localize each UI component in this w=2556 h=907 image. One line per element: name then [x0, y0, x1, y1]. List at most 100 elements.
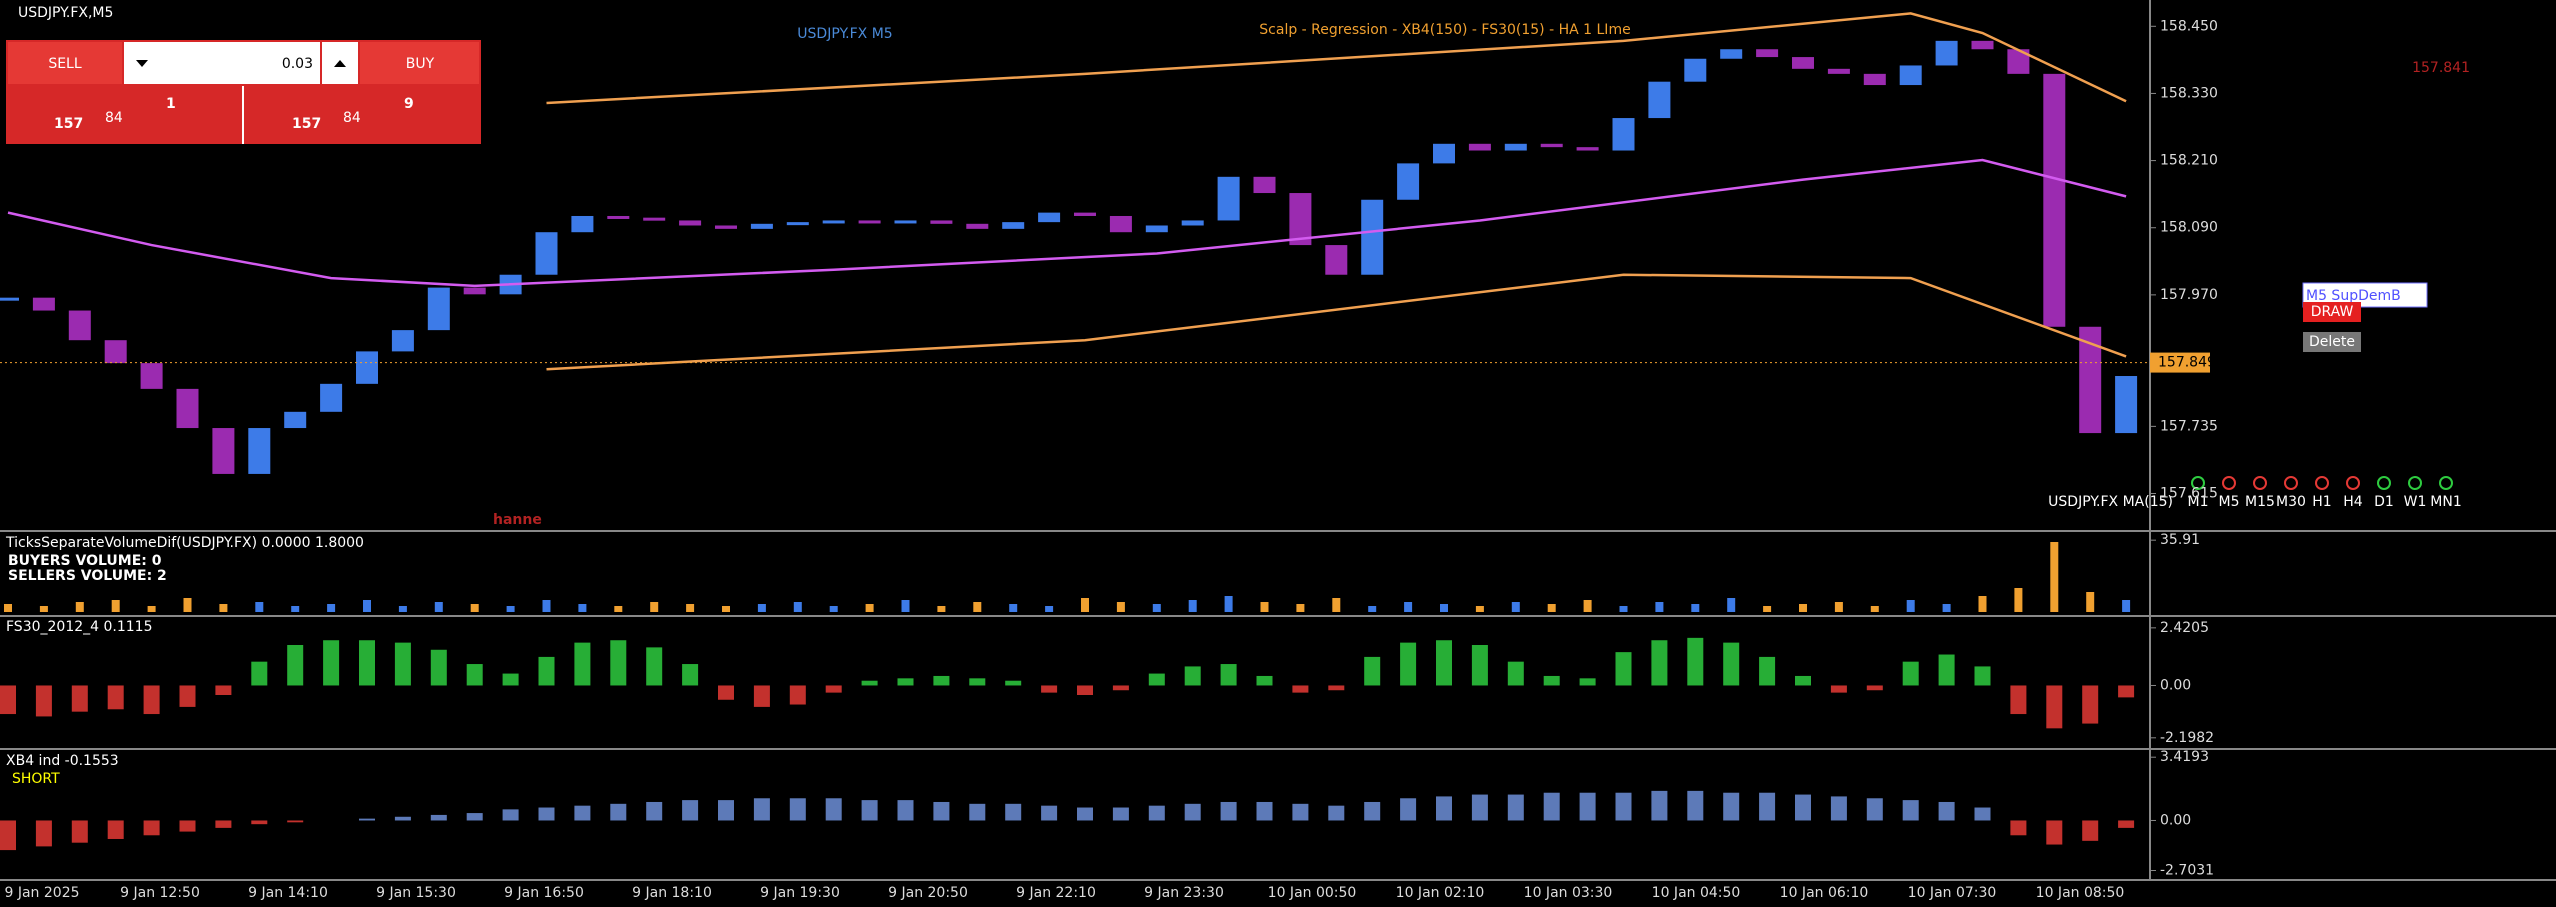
sell-label[interactable]: SELL: [48, 56, 82, 72]
candle: [1792, 57, 1814, 69]
timeframe-dot[interactable]: [2222, 476, 2236, 490]
fs30-bar: [359, 640, 375, 686]
xb4-bar: [789, 798, 806, 821]
draw-button[interactable]: [2303, 302, 2361, 322]
lower-line: [546, 273, 2127, 371]
timeframe-dot[interactable]: [2377, 476, 2391, 490]
timeframe-dot[interactable]: [2346, 476, 2360, 490]
time-label: 9 Jan 14:10: [248, 885, 328, 901]
time-label: 9 Jan 19:30: [760, 885, 840, 901]
candle: [1971, 40, 1994, 50]
xb4-bar: [359, 818, 375, 821]
candle: [1756, 49, 1779, 58]
timeframe-label[interactable]: M15: [2245, 494, 2275, 510]
volume-bar: [542, 600, 551, 612]
volume-bar: [1224, 596, 1233, 612]
volume-bar: [111, 600, 120, 612]
trade-panel: SELL 0.03 BUY 157 84 1 157 84 9: [6, 40, 481, 144]
candle: [0, 297, 19, 301]
fs30-bar: [0, 685, 16, 715]
sell-price-big[interactable]: 157: [54, 116, 83, 132]
xb4-bar: [1902, 800, 1919, 821]
sell-price-pips[interactable]: 84: [105, 110, 123, 126]
candle: [822, 220, 845, 224]
buy-price-big[interactable]: 157: [292, 116, 321, 132]
xb4-bar: [610, 803, 627, 821]
candle: [1002, 222, 1025, 229]
volume-bar: [1547, 604, 1556, 612]
volume-bar: [1511, 602, 1520, 612]
xb4-bar: [1974, 807, 1991, 821]
fs30-bar: [753, 685, 770, 707]
timeframe-dot[interactable]: [2315, 476, 2329, 490]
xb4-bar: [1723, 792, 1740, 821]
lot-value[interactable]: 0.03: [282, 56, 313, 72]
fs30-bar: [718, 685, 734, 700]
timeframes: M1 M5 M15 M30 H1 H4 D1 W1 MN1: [2188, 476, 2462, 510]
fs30-bar: [610, 640, 627, 686]
volume-bar: [4, 604, 12, 612]
xb4-bar: [107, 820, 124, 839]
candle: [1720, 49, 1743, 59]
delete-label[interactable]: Delete: [2309, 334, 2355, 350]
timeframe-dot[interactable]: [2253, 476, 2267, 490]
xb4-bar: [1220, 801, 1237, 821]
delete-button[interactable]: [2303, 332, 2361, 352]
timeframe-dot[interactable]: [2439, 476, 2453, 490]
timeframe-label[interactable]: M1: [2188, 494, 2209, 510]
sell-button[interactable]: [8, 42, 122, 84]
volume-bar: [757, 604, 766, 612]
fs30-bar: [323, 640, 340, 686]
buy-button[interactable]: [360, 42, 479, 84]
timeframe-label[interactable]: M5: [2219, 494, 2240, 510]
xb4-bar: [1077, 807, 1093, 821]
buy-label[interactable]: BUY: [406, 56, 435, 72]
xb4-bar: [1400, 798, 1417, 821]
sell-price-frac[interactable]: 1: [166, 96, 176, 112]
supdem-label[interactable]: M5 SupDemB: [2306, 288, 2401, 304]
timeframe-label[interactable]: D1: [2374, 494, 2394, 510]
candle: [1397, 163, 1420, 200]
xb4-bar: [1112, 807, 1129, 821]
fs30-bar: [1292, 685, 1309, 693]
xb4-bar: [646, 801, 663, 821]
candle: [715, 225, 737, 229]
xb4-bar: [2082, 820, 2099, 841]
timeframe-dot[interactable]: [2408, 476, 2422, 490]
timeframe-label[interactable]: H4: [2343, 494, 2363, 510]
volume-bar: [1260, 602, 1269, 612]
candle: [1827, 68, 1850, 74]
candle: [679, 220, 702, 226]
xb4-bar: [215, 820, 232, 828]
signal-label: SHORT: [12, 771, 60, 787]
xb4-bar: [179, 820, 196, 832]
time-label: 9 Jan 16:50: [504, 885, 584, 901]
timeframe-label[interactable]: M30: [2276, 494, 2306, 510]
fs30-bar: [1507, 661, 1524, 686]
draw-label[interactable]: DRAW: [2311, 304, 2354, 320]
candle: [463, 287, 486, 295]
candle: [858, 220, 881, 224]
current-price-label: 157.849: [2158, 355, 2216, 371]
xb4-bar: [466, 813, 483, 821]
xb4-bar: [1651, 790, 1668, 821]
timeframe-label[interactable]: W1: [2404, 494, 2427, 510]
buy-price-frac[interactable]: 9: [404, 96, 414, 112]
volume-bar: [327, 604, 336, 612]
time-label: 9 Jan 18:10: [632, 885, 712, 901]
timeframe-dot[interactable]: [2284, 476, 2298, 490]
volume-bar: [1296, 604, 1305, 612]
y-tick-label: 0.00: [2160, 677, 2191, 693]
xb4-bar: [1184, 803, 1201, 821]
timeframe-dot[interactable]: [2191, 476, 2205, 490]
timeframe-label[interactable]: MN1: [2430, 494, 2461, 510]
fs30-bar: [466, 664, 483, 686]
xb4-bar: [1759, 792, 1776, 821]
timeframe-label[interactable]: H1: [2312, 494, 2331, 510]
xb4-bar: [933, 801, 950, 821]
lot-input[interactable]: [160, 42, 320, 84]
fs30-bar: [1759, 656, 1776, 686]
symbol-label: USDJPY.FX,M5: [18, 5, 113, 21]
buy-price-pips[interactable]: 84: [343, 110, 361, 126]
